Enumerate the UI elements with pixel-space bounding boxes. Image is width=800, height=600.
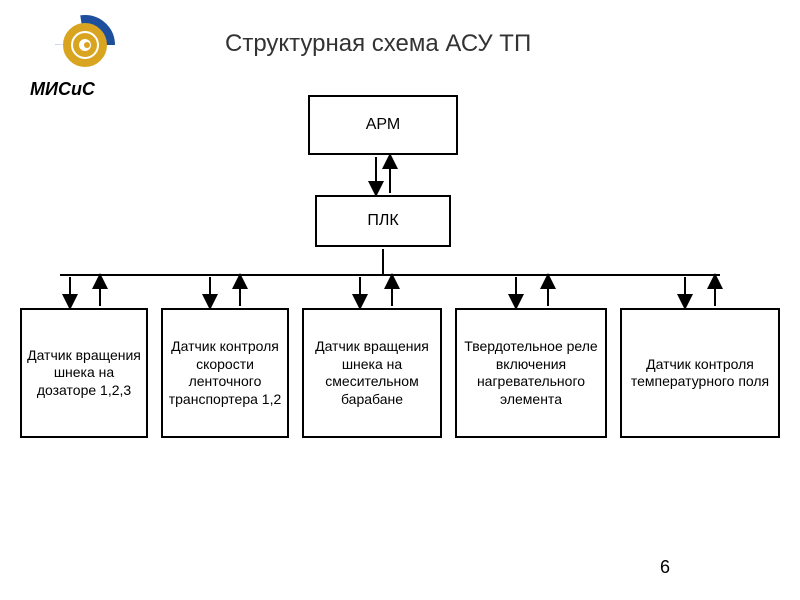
logo: МИСиС [30, 10, 140, 100]
node-b5-label: Датчик контроля температурного поля [626, 356, 774, 391]
node-b5: Датчик контроля температурного поля [620, 308, 780, 438]
node-b3-label: Датчик вращения шнека на смесительном ба… [308, 338, 436, 408]
node-b3: Датчик вращения шнека на смесительном ба… [302, 308, 442, 438]
node-arm: АРМ [308, 95, 458, 155]
node-b4-label: Твердотельное реле включения нагреватель… [461, 338, 601, 408]
node-b4: Твердотельное реле включения нагреватель… [455, 308, 607, 438]
node-plk-label: ПЛК [367, 212, 398, 230]
node-b1: Датчик вращения шнека на дозаторе 1,2,3 [20, 308, 148, 438]
page-number: 6 [660, 557, 670, 578]
node-b2: Датчик контроля скорости ленточного тран… [161, 308, 289, 438]
node-b2-label: Датчик контроля скорости ленточного тран… [167, 338, 283, 408]
page-title: Структурная схема АСУ ТП [225, 30, 531, 58]
logo-text: МИСиС [30, 79, 140, 100]
node-plk: ПЛК [315, 195, 451, 247]
node-b1-label: Датчик вращения шнека на дозаторе 1,2,3 [26, 347, 142, 400]
node-arm-label: АРМ [366, 116, 401, 134]
